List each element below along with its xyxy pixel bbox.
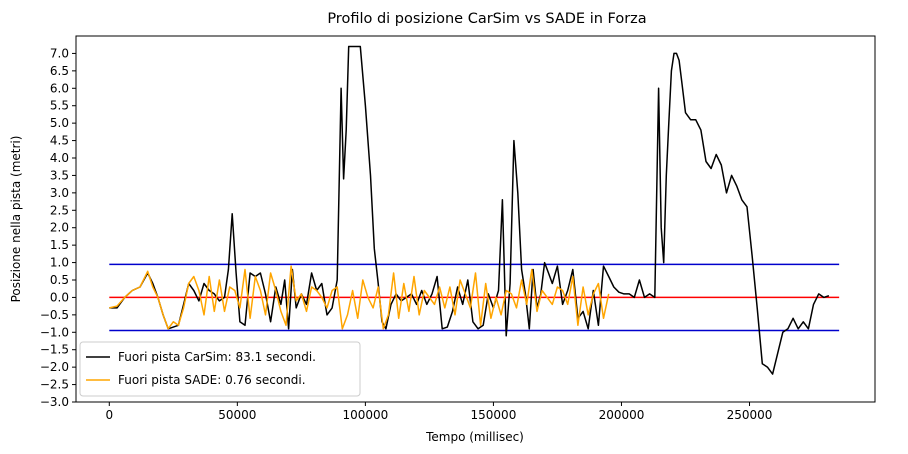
x-tick-label: 200000 xyxy=(599,408,645,422)
y-tick-label: 1.5 xyxy=(50,238,69,252)
y-tick-label: 0.5 xyxy=(50,273,69,287)
y-tick-label: 5.5 xyxy=(50,99,69,113)
y-tick-label: −3.0 xyxy=(40,395,69,409)
y-axis: −3.0 −2.5 −2.0 −1.5 −1.0 −0.5 0.0 0.5 1.0 1.5 2.0 2… xyxy=(40,46,76,409)
x-axis: 0 50000 100000 150000 200000 250000 xyxy=(105,402,772,422)
series-line-sade xyxy=(109,265,610,330)
y-tick-label: 2.0 xyxy=(50,221,69,235)
y-tick-label: 3.0 xyxy=(50,186,69,200)
legend-label-sade: Fuori pista SADE: 0.76 secondi. xyxy=(118,373,306,387)
x-axis-label: Tempo (millisec) xyxy=(425,430,524,444)
reference-lines xyxy=(109,263,840,332)
y-tick-label: −2.5 xyxy=(40,378,69,392)
y-tick-label: 6.5 xyxy=(50,64,69,78)
legend-label-carsim: Fuori pista CarSim: 83.1 secondi. xyxy=(118,350,316,364)
y-tick-label: 2.5 xyxy=(50,203,69,217)
x-tick-label: 100000 xyxy=(342,408,388,422)
x-tick-label: 0 xyxy=(105,408,113,422)
y-tick-label: −0.5 xyxy=(40,308,69,322)
y-tick-label: −2.0 xyxy=(40,360,69,374)
y-tick-label: 0.0 xyxy=(50,290,69,304)
y-axis-label: Posizione nella pista (metri) xyxy=(9,136,23,303)
series-lines xyxy=(109,45,830,375)
y-tick-label: 5.0 xyxy=(50,116,69,130)
x-tick-label: 250000 xyxy=(727,408,773,422)
legend-box xyxy=(79,341,361,397)
y-tick-label: −1.0 xyxy=(40,325,69,339)
legend: Fuori pista CarSim: 83.1 secondi. Fuori … xyxy=(79,341,361,397)
y-tick-label: −1.5 xyxy=(40,343,69,357)
chart-title: Profilo di posizione CarSim vs SADE in F… xyxy=(327,11,646,27)
y-tick-label: 7.0 xyxy=(50,46,69,60)
y-tick-label: 1.0 xyxy=(50,256,69,270)
y-tick-label: 3.5 xyxy=(50,168,69,182)
x-tick-label: 150000 xyxy=(471,408,517,422)
x-tick-label: 50000 xyxy=(218,408,256,422)
y-tick-label: 6.0 xyxy=(50,81,69,95)
y-tick-label: 4.0 xyxy=(50,151,69,165)
plot-frame xyxy=(75,35,876,403)
series-line-carsim xyxy=(109,45,830,375)
y-tick-label: 4.5 xyxy=(50,134,69,148)
